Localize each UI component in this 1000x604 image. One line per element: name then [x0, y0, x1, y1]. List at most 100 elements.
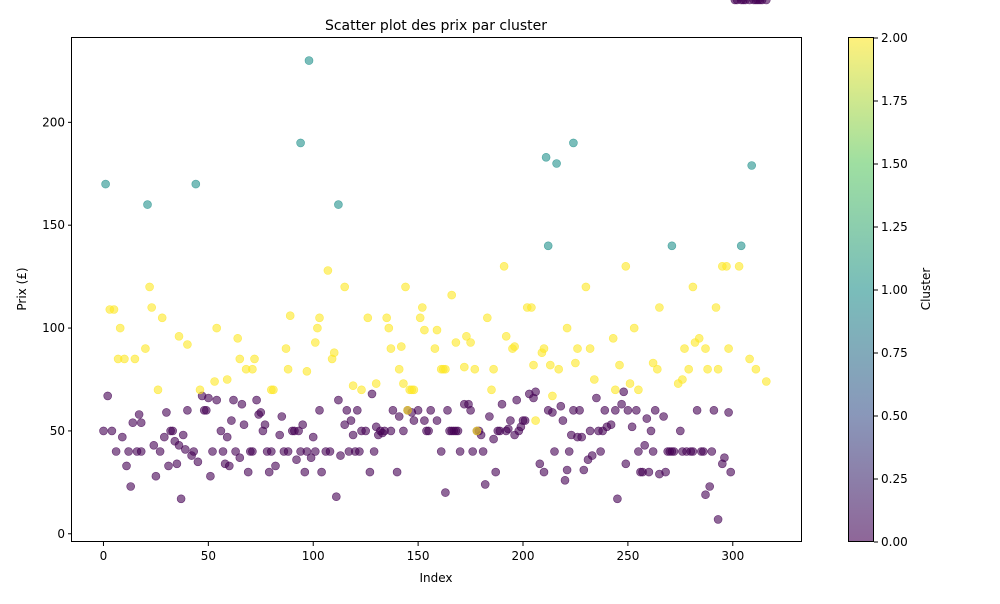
- colorbar-tick-label: 1.75: [881, 94, 908, 108]
- data-point: [298, 420, 308, 430]
- colorbar-tick-label: 0.00: [881, 535, 908, 549]
- data-point: [394, 412, 404, 421]
- data-point: [573, 344, 582, 353]
- y-axis-label: Prix (£): [15, 267, 29, 310]
- data-point: [548, 408, 557, 417]
- data-point: [503, 424, 513, 434]
- data-point: [701, 344, 710, 353]
- colorbar: [848, 37, 874, 542]
- data-point: [623, 405, 633, 415]
- data-point: [736, 241, 746, 251]
- data-point: [195, 385, 205, 395]
- data-point: [569, 138, 578, 148]
- data-point: [678, 375, 687, 384]
- data-point: [413, 405, 423, 415]
- data-point: [625, 379, 635, 388]
- x-axis-ticks: 0 50 100 150 200 250 300: [100, 542, 744, 563]
- data-point: [432, 416, 442, 425]
- data-point: [585, 426, 595, 436]
- x-tick-label: 200: [512, 549, 535, 563]
- data-point: [363, 313, 373, 323]
- data-point: [585, 344, 595, 353]
- data-point: [151, 471, 161, 481]
- data-point: [420, 325, 429, 335]
- x-tick-label: 150: [407, 549, 430, 563]
- y-axis-ticks: 0 50 100 150 200: [42, 115, 72, 541]
- data-point: [720, 453, 729, 463]
- data-point: [640, 440, 650, 450]
- data-point: [466, 405, 475, 415]
- data-point: [300, 467, 310, 477]
- data-point: [501, 331, 511, 341]
- data-point: [136, 447, 146, 456]
- data-point: [650, 405, 660, 415]
- data-point: [392, 467, 402, 477]
- data-point: [189, 447, 198, 456]
- data-point: [334, 200, 343, 209]
- data-point: [680, 344, 689, 353]
- data-point: [659, 412, 668, 421]
- data-point: [634, 385, 643, 395]
- data-point: [552, 159, 561, 168]
- data-point: [562, 465, 572, 475]
- data-point: [168, 426, 177, 436]
- data-point: [627, 422, 637, 432]
- data-point: [128, 418, 138, 428]
- data-point: [294, 426, 303, 436]
- data-point: [275, 430, 285, 440]
- data-point: [453, 426, 463, 436]
- data-point: [487, 385, 496, 395]
- data-point: [315, 405, 324, 415]
- data-point: [441, 488, 450, 497]
- data-point: [396, 342, 406, 351]
- data-point: [231, 447, 240, 456]
- data-point: [417, 303, 427, 312]
- data-point: [579, 465, 589, 475]
- data-point: [134, 410, 144, 419]
- data-point: [646, 426, 656, 436]
- data-point: [193, 457, 203, 467]
- y-tick-label: 0: [57, 527, 65, 541]
- data-point: [403, 405, 412, 415]
- data-point: [694, 333, 704, 343]
- data-point: [506, 416, 515, 425]
- data-point: [610, 385, 620, 395]
- data-point: [541, 153, 551, 162]
- y-tick-label: 150: [42, 218, 65, 232]
- data-point: [722, 261, 731, 271]
- data-point: [592, 393, 601, 403]
- data-point: [237, 399, 247, 409]
- plot-area-frame: [71, 37, 802, 542]
- data-point: [631, 405, 641, 415]
- data-point: [285, 311, 295, 321]
- colorbar-tick-label: 1.25: [881, 220, 908, 234]
- data-point: [399, 426, 408, 436]
- data-point: [535, 459, 545, 469]
- data-point: [734, 261, 744, 271]
- data-point: [101, 179, 110, 189]
- data-point: [711, 303, 721, 312]
- data-point: [302, 366, 312, 376]
- data-point: [692, 405, 702, 415]
- data-point: [558, 416, 568, 425]
- data-point: [606, 420, 616, 430]
- data-point: [384, 323, 394, 333]
- data-point: [239, 420, 249, 430]
- y-tick-label: 100: [42, 321, 65, 335]
- data-point: [361, 426, 371, 436]
- data-point: [688, 282, 698, 292]
- data-point: [485, 412, 494, 421]
- data-point: [617, 399, 626, 409]
- colorbar-ticks: 0.00 0.25 0.50 0.75 1.00 1.25 1.50 1.75 2.00: [874, 31, 908, 549]
- data-point: [497, 399, 507, 409]
- data-point: [539, 467, 549, 477]
- data-point: [648, 447, 658, 456]
- x-tick-label: 50: [201, 549, 216, 563]
- data-point: [466, 338, 475, 347]
- data-point: [164, 461, 173, 471]
- data-point: [432, 325, 442, 335]
- points-layer: [99, 0, 771, 524]
- data-point: [310, 447, 320, 456]
- data-point: [489, 364, 498, 374]
